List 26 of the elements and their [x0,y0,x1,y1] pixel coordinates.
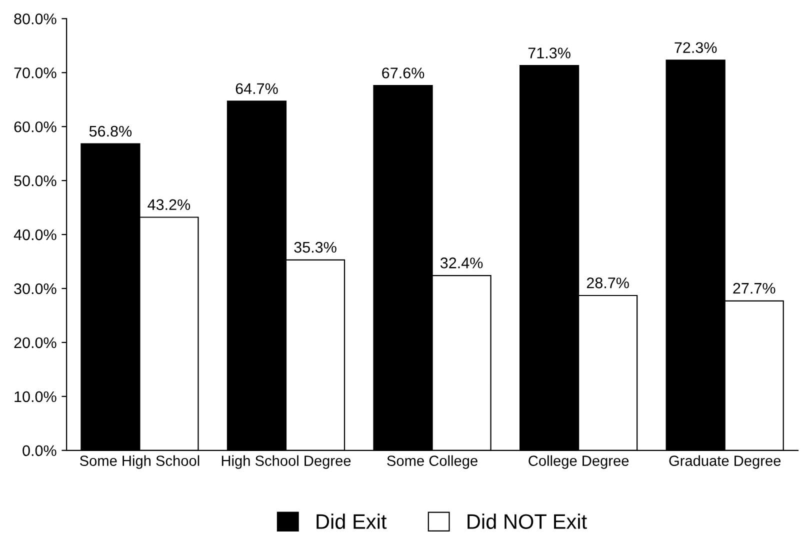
data-label: 71.3% [528,48,570,58]
data-label: 56.8% [89,126,132,137]
y-tick-label: 20.0% [14,337,56,348]
legend-label: Did Exit [316,514,387,529]
data-label: 67.6% [382,68,424,78]
x-tick-label: Some College [387,455,478,469]
data-label: 27.7% [733,282,776,294]
y-tick-label: 10.0% [14,391,56,402]
data-label: 35.3% [294,242,336,253]
x-tick-label: Some High School [80,455,200,469]
data-label: 72.3% [674,42,717,54]
legend-label: Did NOT Exit [468,514,587,529]
y-tick-label: 0.0% [22,445,56,456]
y-tick-label: 40.0% [14,229,56,240]
y-tick-label: 60.0% [14,121,56,132]
data-label: 28.7% [586,277,629,288]
y-tick-label: 50.0% [14,175,56,186]
x-tick-label: College Degree [528,455,629,469]
x-tick-label: Graduate Degree [669,455,781,469]
y-tick-label: 30.0% [14,283,56,294]
data-label: 43.2% [148,199,190,210]
y-tick-label: 70.0% [14,67,56,78]
y-tick-label: 80.0% [14,14,56,24]
data-label: 32.4% [440,258,483,268]
data-label: 64.7% [236,83,278,94]
x-tick-label: High School Degree [222,455,351,469]
